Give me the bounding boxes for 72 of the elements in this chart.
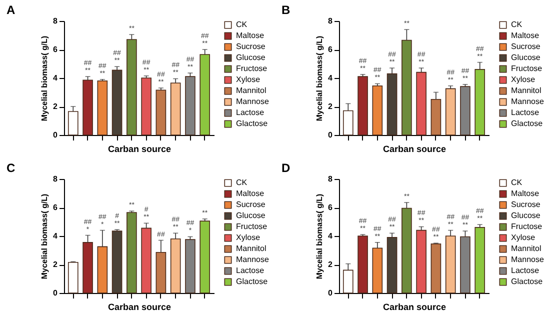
chart-title: C: [6, 161, 16, 175]
y-axis-title: Mycelial biomass( g/L): [315, 193, 324, 280]
y-tick-label: 4: [328, 74, 334, 82]
legend-label: CK: [511, 178, 523, 187]
y-tick-label: 0: [53, 288, 58, 298]
legend-label: Sucrose: [236, 200, 266, 209]
legend-label: CK: [511, 20, 523, 29]
y-tick-label: 8: [328, 16, 334, 26]
y-tick-label: 8: [53, 16, 58, 26]
legend-label: Glucose: [511, 211, 541, 220]
y-tick-label: 0: [328, 288, 334, 298]
legend-label: Mannitol: [236, 244, 266, 253]
y-tick-label: 4: [53, 74, 58, 82]
y-tick-label: 2: [328, 260, 334, 269]
legend-label: Glucose: [511, 53, 541, 62]
legend-label: Fructose: [511, 64, 543, 73]
legend-label: Maltose: [511, 31, 540, 40]
legend-label: Xylose: [511, 75, 536, 84]
y-axis-title: Mycelial biomass( g/L): [315, 35, 324, 122]
legend-label: Maltose: [511, 189, 540, 198]
y-tick-label: 6: [53, 203, 58, 212]
legend-label: Glucose: [236, 211, 266, 220]
legend-label: Glactose: [511, 119, 544, 128]
legend-label: CK: [236, 178, 248, 187]
legend-label: Lactose: [511, 108, 540, 117]
legend-label: Fructose: [236, 222, 268, 231]
legend-label: Mannose: [236, 255, 270, 264]
y-tick-label: 4: [328, 232, 334, 240]
legend-label: Sucrose: [511, 200, 541, 209]
x-axis-title: Carban source: [382, 144, 446, 154]
legend-label: Mannose: [511, 255, 544, 264]
legend-label: Mannitol: [511, 86, 542, 95]
legend-label: Glactose: [236, 119, 268, 128]
chart-title: A: [6, 3, 16, 17]
legend-label: Sucrose: [236, 42, 266, 51]
y-tick-label: 6: [328, 45, 334, 54]
legend-label: Sucrose: [511, 42, 541, 51]
y-tick-label: 0: [53, 130, 58, 140]
legend-label: Mannitol: [511, 244, 542, 253]
legend-label: Mannose: [511, 97, 544, 106]
legend-label: Lactose: [236, 108, 265, 117]
y-tick-label: 8: [53, 174, 58, 184]
legend-label: Xylose: [236, 75, 261, 84]
y-axis-title: Mycelial biomass( g/L): [40, 35, 50, 122]
legend-label: Fructose: [511, 222, 543, 231]
legend-label: Glactose: [236, 277, 268, 286]
legend-label: CK: [236, 20, 248, 29]
y-tick-label: 2: [53, 260, 58, 269]
y-tick-label: 0: [328, 130, 334, 140]
legend-label: Fructose: [236, 64, 268, 73]
legend-label: Mannose: [236, 97, 270, 106]
y-tick-label: 2: [328, 102, 334, 111]
legend-label: Maltose: [236, 189, 265, 198]
y-tick-label: 4: [53, 232, 58, 240]
x-axis-title: Carban source: [108, 144, 172, 154]
y-tick-label: 8: [328, 174, 334, 184]
y-tick-label: 6: [328, 203, 334, 212]
legend-label: Glucose: [236, 53, 266, 62]
x-axis-title: Carban source: [382, 302, 446, 312]
legend-label: Mannitol: [236, 86, 266, 95]
legend-label: Lactose: [511, 266, 540, 275]
y-tick-label: 6: [53, 45, 58, 54]
x-axis-title: Carban source: [108, 302, 172, 312]
chart-title: D: [282, 161, 291, 175]
legend-label: Xylose: [511, 233, 536, 242]
legend-label: Glactose: [511, 277, 544, 286]
legend-label: Lactose: [236, 266, 265, 275]
y-axis-title: Mycelial biomass( g/L): [40, 193, 50, 280]
chart-title: B: [282, 3, 291, 17]
legend-label: Maltose: [236, 31, 265, 40]
legend-label: Xylose: [236, 233, 261, 242]
y-tick-label: 2: [53, 102, 58, 111]
